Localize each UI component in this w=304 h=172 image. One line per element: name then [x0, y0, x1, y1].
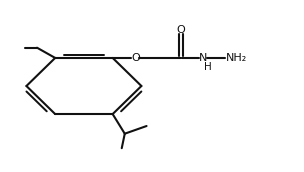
Text: H: H — [204, 62, 212, 72]
Text: N: N — [199, 53, 208, 63]
Text: NH₂: NH₂ — [226, 53, 247, 63]
Text: O: O — [131, 53, 140, 63]
Text: O: O — [176, 25, 185, 35]
